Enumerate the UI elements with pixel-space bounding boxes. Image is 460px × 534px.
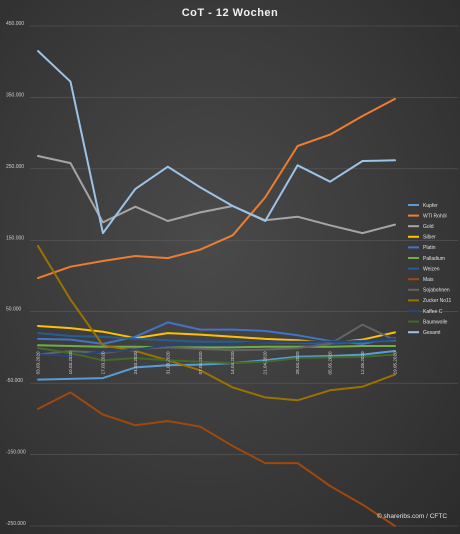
x-tick-label: 28.04.2020: [295, 351, 300, 374]
series-line-palladium: [37, 344, 396, 349]
legend: Kupfer WTI Rohöl Gold Silber Platin Palladium…: [408, 203, 451, 336]
legend-label: Gold: [423, 224, 434, 230]
legend-label: Weizen: [423, 266, 440, 272]
legend-label: Mais: [423, 277, 434, 283]
legend-label: Palladium: [423, 256, 445, 262]
x-tick-label: 07.04.2020: [198, 351, 203, 374]
x-tick-label: 24.03.2020: [133, 351, 138, 374]
y-tick-label: -50.000: [6, 378, 23, 384]
y-tick-label: 50.000: [6, 307, 22, 313]
y-tick-label: -150.000: [6, 450, 26, 456]
x-tick-label: 03.03.2020: [36, 351, 41, 374]
legend-label: Gesamt: [423, 330, 441, 336]
legend-label: Kupfer: [423, 203, 438, 209]
source-credit: © shareribs.com / CFTC: [377, 512, 447, 520]
x-tick-label: 12.05.2020: [360, 351, 365, 374]
y-tick-label: 250.000: [6, 164, 24, 170]
series-line-kupfer: [37, 350, 396, 381]
x-tick-label: 21.04.2020: [263, 351, 268, 374]
y-tick-label: 450.000: [6, 21, 24, 27]
x-axis-tick-labels: 03.03.2020 10.03.2020 17.03.2020 24.03.2020…: [36, 351, 398, 374]
gridlines: [30, 25, 458, 527]
series-line-mais: [37, 391, 396, 527]
x-tick-label: 10.03.2020: [68, 351, 73, 374]
series-line-baumwolle: [37, 347, 396, 365]
y-axis-tick-labels: -250.000 -150.000 -50.000 50.000 150.000 250.…: [6, 21, 26, 527]
y-tick-label: 350.000: [6, 92, 24, 98]
legend-label: Platin: [423, 245, 436, 251]
y-tick-label: -250.000: [6, 521, 26, 527]
series-line-kaffee-c: [37, 337, 396, 357]
legend-label: Zucker No11: [423, 298, 451, 304]
x-tick-label: 19.05.2020: [393, 351, 398, 374]
series-line-gold: [37, 155, 396, 235]
series-line-zucker-no11: [37, 245, 396, 402]
legend-label: Sojabohnen: [423, 288, 450, 294]
x-tick-label: 05.05.2020: [328, 351, 333, 374]
series-line-gesamt: [37, 50, 396, 235]
legend-label: Kaffee C: [423, 309, 443, 315]
legend-label: Silber: [423, 235, 436, 241]
legend-label: Baumwolle: [423, 319, 448, 325]
y-tick-label: 150.000: [6, 235, 24, 241]
chart-title: CoT - 12 Wochen: [182, 7, 279, 19]
x-tick-label: 14.04.2020: [230, 351, 235, 374]
x-tick-label: 31.03.2020: [165, 351, 170, 374]
legend-label: WTI Rohöl: [423, 213, 447, 219]
series-lines: [37, 50, 396, 527]
x-tick-label: 17.03.2020: [100, 351, 105, 374]
series-line-wti-roh-l: [37, 97, 396, 280]
